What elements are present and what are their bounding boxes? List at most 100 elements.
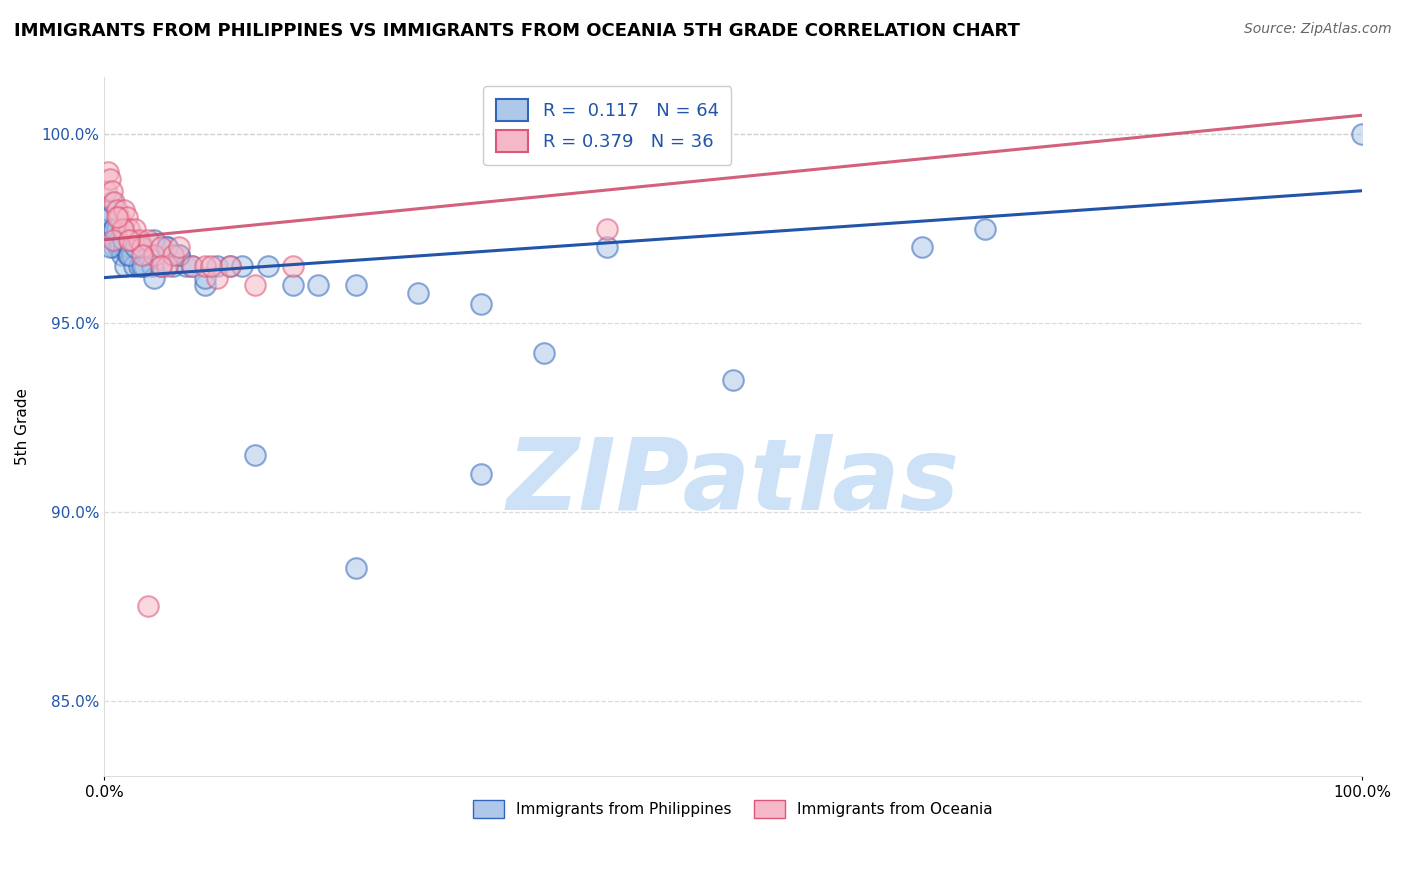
Point — [110, 240, 132, 254]
Point — [107, 240, 129, 254]
Text: ZIPatlas: ZIPatlas — [506, 434, 959, 532]
Point — [101, 221, 124, 235]
Point — [131, 240, 153, 254]
Point — [149, 260, 172, 274]
Point — [121, 233, 143, 247]
Point — [110, 248, 132, 262]
Point — [136, 599, 159, 614]
Y-axis label: 5th Grade: 5th Grade — [15, 388, 30, 466]
Point — [131, 260, 153, 274]
Point — [98, 210, 121, 224]
Point — [344, 278, 367, 293]
Point — [156, 240, 179, 254]
Point — [96, 210, 118, 224]
Point — [118, 221, 141, 235]
Point — [470, 467, 492, 481]
Point — [243, 448, 266, 462]
Point — [162, 260, 184, 274]
Point — [169, 248, 191, 262]
Point — [122, 260, 145, 274]
Point — [194, 278, 217, 293]
Point — [115, 240, 138, 254]
Point — [112, 240, 135, 254]
Point — [205, 270, 228, 285]
Point — [128, 233, 150, 247]
Point — [105, 221, 128, 235]
Point — [156, 260, 179, 274]
Point — [100, 195, 122, 210]
Point — [108, 233, 131, 247]
Point — [162, 248, 184, 262]
Point — [131, 248, 153, 262]
Point — [118, 248, 141, 262]
Point — [141, 260, 163, 274]
Point — [108, 210, 131, 224]
Point — [1351, 127, 1374, 141]
Point — [98, 240, 121, 254]
Point — [194, 270, 217, 285]
Point — [134, 260, 156, 274]
Point — [105, 202, 128, 217]
Point — [408, 285, 430, 300]
Point — [911, 240, 934, 254]
Point — [200, 260, 222, 274]
Point — [104, 233, 127, 247]
Point — [169, 248, 191, 262]
Point — [174, 260, 197, 274]
Point — [136, 233, 159, 247]
Point — [124, 221, 146, 235]
Point — [103, 240, 125, 254]
Point — [156, 240, 179, 254]
Point — [128, 260, 150, 274]
Point — [115, 210, 138, 224]
Point — [231, 260, 253, 274]
Point — [110, 221, 132, 235]
Point — [596, 221, 619, 235]
Point — [97, 165, 120, 179]
Point — [97, 202, 120, 217]
Point — [218, 260, 240, 274]
Point — [117, 248, 139, 262]
Point — [125, 240, 148, 254]
Text: Source: ZipAtlas.com: Source: ZipAtlas.com — [1244, 22, 1392, 37]
Point — [143, 248, 166, 262]
Point — [149, 240, 172, 254]
Point — [100, 184, 122, 198]
Point — [181, 260, 204, 274]
Point — [114, 260, 136, 274]
Text: IMMIGRANTS FROM PHILIPPINES VS IMMIGRANTS FROM OCEANIA 5TH GRADE CORRELATION CHA: IMMIGRANTS FROM PHILIPPINES VS IMMIGRANT… — [14, 22, 1019, 40]
Point — [103, 195, 125, 210]
Point — [121, 248, 143, 262]
Point — [973, 221, 995, 235]
Point — [533, 346, 555, 360]
Point — [281, 278, 304, 293]
Point — [111, 221, 134, 235]
Point — [98, 221, 121, 235]
Point — [169, 240, 191, 254]
Point — [218, 260, 240, 274]
Point — [118, 233, 141, 247]
Point — [181, 260, 204, 274]
Point — [281, 260, 304, 274]
Point — [721, 373, 744, 387]
Point — [596, 240, 619, 254]
Point — [344, 561, 367, 575]
Point — [131, 240, 153, 254]
Point — [120, 240, 142, 254]
Point — [470, 297, 492, 311]
Point — [143, 233, 166, 247]
Point — [105, 210, 128, 224]
Point — [149, 260, 172, 274]
Point — [307, 278, 329, 293]
Point — [205, 260, 228, 274]
Point — [111, 221, 134, 235]
Point — [124, 240, 146, 254]
Point — [136, 248, 159, 262]
Point — [96, 184, 118, 198]
Point — [98, 172, 121, 186]
Point — [143, 270, 166, 285]
Point — [194, 260, 217, 274]
Point — [118, 233, 141, 247]
Point — [103, 221, 125, 235]
Legend: Immigrants from Philippines, Immigrants from Oceania: Immigrants from Philippines, Immigrants … — [467, 794, 998, 824]
